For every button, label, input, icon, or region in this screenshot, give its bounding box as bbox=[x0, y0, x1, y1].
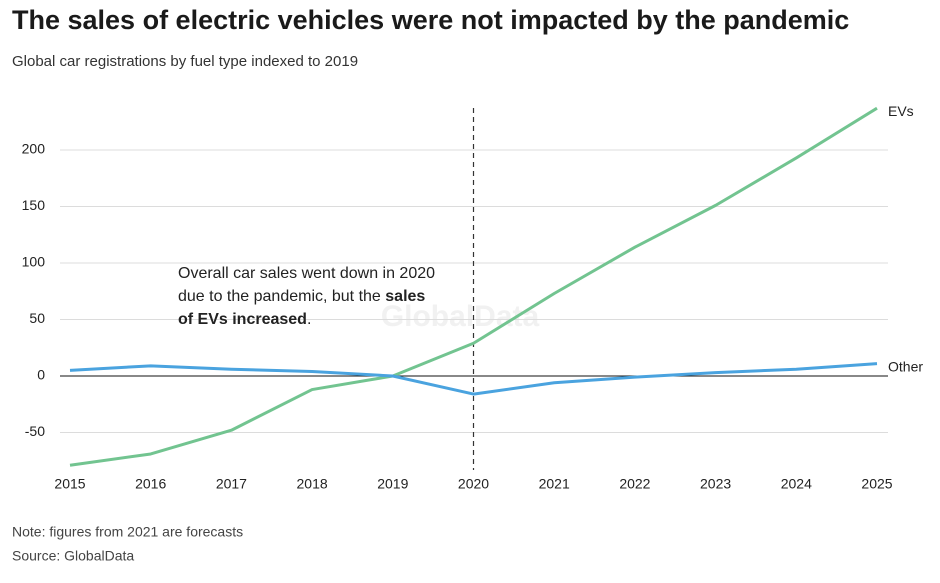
annotation-text: sales bbox=[385, 288, 425, 305]
x-tick-label: 2015 bbox=[54, 476, 85, 492]
annotation-text: Overall car sales went down in 2020 bbox=[178, 265, 435, 282]
x-tick-label: 2020 bbox=[458, 476, 489, 492]
series-line bbox=[69, 362, 878, 396]
y-tick-label: 50 bbox=[29, 310, 45, 326]
annotation-line: of EVs increased. bbox=[178, 311, 311, 328]
y-tick-label: 150 bbox=[22, 197, 46, 213]
y-tick-label: 200 bbox=[22, 141, 46, 157]
chart-title: The sales of electric vehicles were not … bbox=[12, 5, 849, 35]
annotation-line: Overall car sales went down in 2020 bbox=[178, 265, 435, 282]
x-tick-label: 2017 bbox=[216, 476, 247, 492]
series-label: Other bbox=[888, 358, 923, 374]
note: Note: figures from 2021 are forecasts bbox=[12, 524, 243, 540]
annotation-text: due to the pandemic, but the bbox=[178, 288, 385, 305]
annotation-text: of EVs increased bbox=[178, 311, 307, 328]
x-tick-label: 2021 bbox=[539, 476, 570, 492]
series-line bbox=[69, 106, 878, 467]
annotation-text: . bbox=[307, 311, 311, 328]
x-tick-label: 2019 bbox=[377, 476, 408, 492]
chart-subtitle: Global car registrations by fuel type in… bbox=[12, 53, 358, 70]
x-tick-label: 2022 bbox=[619, 476, 650, 492]
x-tick-label: 2016 bbox=[135, 476, 166, 492]
series-label: EVs bbox=[888, 103, 914, 119]
watermark: GlobalData bbox=[381, 300, 540, 333]
y-tick-label: 100 bbox=[22, 254, 46, 270]
source: Source: GlobalData bbox=[12, 548, 134, 564]
x-tick-label: 2024 bbox=[781, 476, 812, 492]
annotation-line: due to the pandemic, but the sales bbox=[178, 288, 425, 305]
y-tick-label: -50 bbox=[25, 423, 45, 439]
x-tick-label: 2025 bbox=[861, 476, 892, 492]
x-tick-label: 2023 bbox=[700, 476, 731, 492]
y-tick-label: 0 bbox=[37, 367, 45, 383]
x-tick-label: 2018 bbox=[297, 476, 328, 492]
